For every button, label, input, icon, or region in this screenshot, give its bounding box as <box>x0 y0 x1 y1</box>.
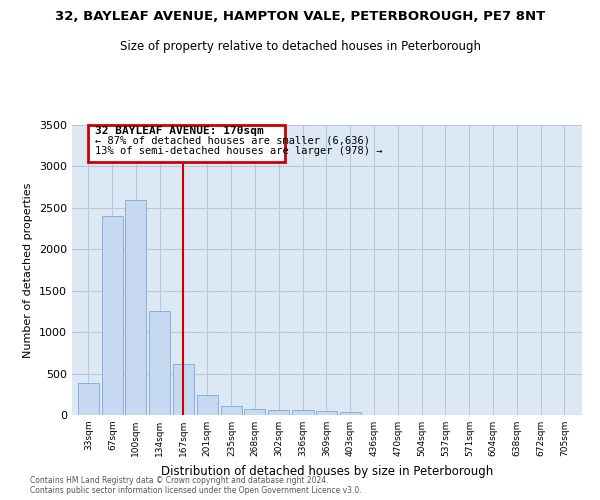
Bar <box>268 410 289 415</box>
Text: Size of property relative to detached houses in Peterborough: Size of property relative to detached ho… <box>119 40 481 53</box>
Text: 13% of semi-detached houses are larger (978) →: 13% of semi-detached houses are larger (… <box>95 146 383 156</box>
Bar <box>197 395 218 415</box>
Bar <box>77 382 99 415</box>
FancyBboxPatch shape <box>88 125 284 162</box>
Bar <box>221 406 242 415</box>
Bar <box>340 412 361 415</box>
Y-axis label: Number of detached properties: Number of detached properties <box>23 182 34 358</box>
Text: 32, BAYLEAF AVENUE, HAMPTON VALE, PETERBOROUGH, PE7 8NT: 32, BAYLEAF AVENUE, HAMPTON VALE, PETERB… <box>55 10 545 23</box>
Bar <box>316 411 337 415</box>
Text: Contains HM Land Registry data © Crown copyright and database right 2024.: Contains HM Land Registry data © Crown c… <box>30 476 329 485</box>
Bar <box>173 364 194 415</box>
Bar <box>149 312 170 415</box>
Bar <box>292 410 314 415</box>
Text: Contains public sector information licensed under the Open Government Licence v3: Contains public sector information licen… <box>30 486 362 495</box>
Text: ← 87% of detached houses are smaller (6,636): ← 87% of detached houses are smaller (6,… <box>95 136 370 145</box>
Bar <box>244 409 265 415</box>
Bar <box>125 200 146 415</box>
Text: 32 BAYLEAF AVENUE: 170sqm: 32 BAYLEAF AVENUE: 170sqm <box>95 126 264 136</box>
X-axis label: Distribution of detached houses by size in Peterborough: Distribution of detached houses by size … <box>161 464 493 477</box>
Bar <box>102 216 123 415</box>
